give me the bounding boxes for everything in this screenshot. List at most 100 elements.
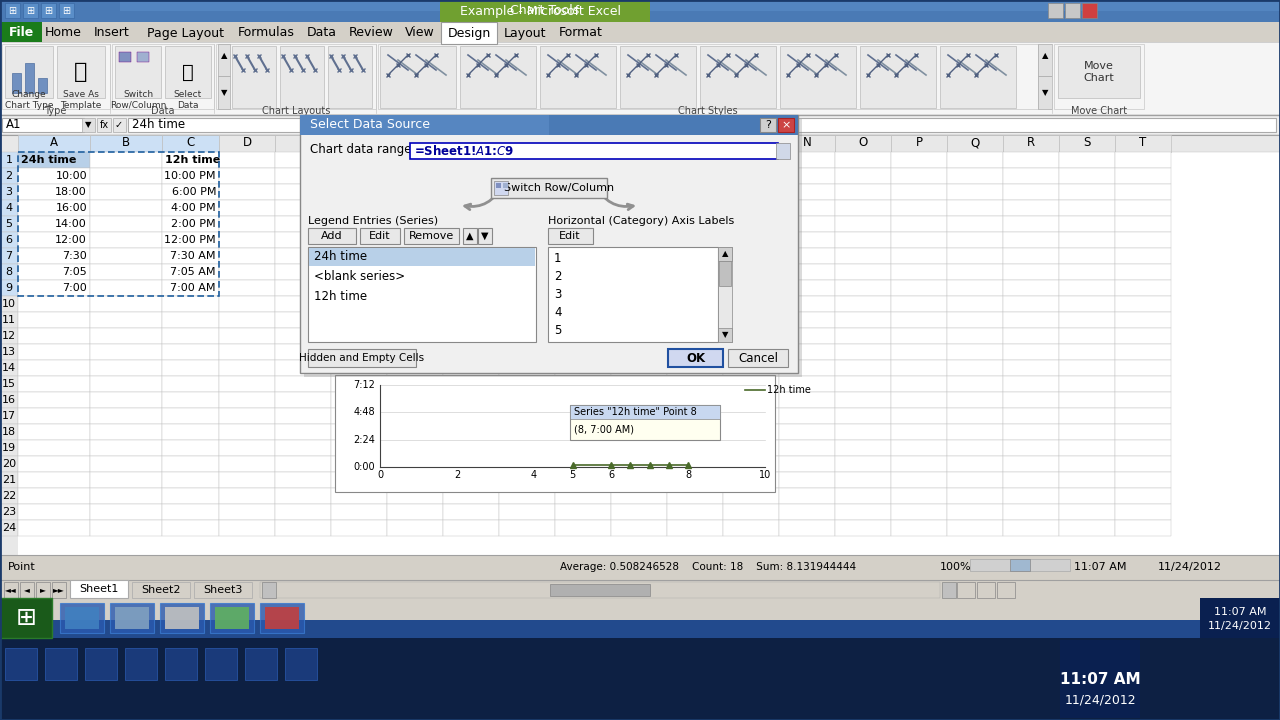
Bar <box>891 360 947 376</box>
Bar <box>611 520 667 536</box>
Bar <box>387 312 443 328</box>
Bar <box>404 228 460 244</box>
Bar <box>499 504 556 520</box>
Bar <box>443 520 499 536</box>
Bar <box>1004 344 1059 360</box>
Text: ►►: ►► <box>54 585 65 595</box>
Text: Move
Chart: Move Chart <box>1084 61 1115 83</box>
Text: Layout: Layout <box>504 27 547 40</box>
Bar <box>275 456 332 472</box>
Bar <box>1059 152 1115 168</box>
Bar <box>332 200 387 216</box>
Bar <box>947 312 1004 328</box>
Bar <box>723 200 780 216</box>
Bar <box>499 520 556 536</box>
Text: 9: 9 <box>5 283 13 293</box>
Bar <box>387 424 443 440</box>
Text: 11:07 AM: 11:07 AM <box>1060 672 1140 688</box>
Bar <box>387 152 443 168</box>
Text: =Sheet1!$A$1:$C$9: =Sheet1!$A$1:$C$9 <box>413 144 515 158</box>
Bar <box>499 280 556 296</box>
Text: ⊞: ⊞ <box>44 6 52 16</box>
Bar <box>556 376 611 392</box>
Bar <box>90 168 163 184</box>
Bar <box>1115 232 1171 248</box>
Text: ▲: ▲ <box>466 231 474 241</box>
Bar <box>723 248 780 264</box>
Bar <box>947 280 1004 296</box>
Bar <box>113 118 125 132</box>
Text: H: H <box>467 137 475 150</box>
Text: (8, 7:00 AM): (8, 7:00 AM) <box>573 424 634 434</box>
Bar <box>275 280 332 296</box>
Bar <box>332 440 387 456</box>
Bar <box>1004 504 1059 520</box>
Bar <box>332 232 387 248</box>
Bar <box>1115 216 1171 232</box>
Bar <box>0 408 18 424</box>
Bar <box>667 376 723 392</box>
Bar <box>611 488 667 504</box>
Text: 5: 5 <box>5 219 13 229</box>
Bar <box>1060 640 1140 718</box>
Bar <box>1201 598 1280 638</box>
Bar <box>556 312 611 328</box>
Bar <box>219 280 275 296</box>
Bar <box>835 376 891 392</box>
Bar <box>443 360 499 376</box>
Bar <box>891 296 947 312</box>
Bar <box>360 228 399 244</box>
Bar <box>0 152 18 168</box>
Bar <box>18 312 90 328</box>
Bar <box>723 520 780 536</box>
Bar <box>1048 3 1062 18</box>
Bar <box>275 135 332 152</box>
Text: 12h time: 12h time <box>314 290 367 304</box>
Bar <box>0 424 18 440</box>
Bar <box>163 488 219 504</box>
Bar <box>494 181 508 195</box>
Bar <box>443 472 499 488</box>
Bar <box>891 200 947 216</box>
Bar <box>611 328 667 344</box>
Bar <box>443 424 499 440</box>
Text: ◄◄: ◄◄ <box>5 585 17 595</box>
Bar <box>0 184 18 200</box>
Bar <box>113 44 214 109</box>
Text: 7:05 AM: 7:05 AM <box>170 267 216 277</box>
Bar <box>18 184 90 200</box>
Bar <box>835 168 891 184</box>
Bar <box>275 344 332 360</box>
Bar <box>0 376 18 392</box>
Bar <box>780 296 835 312</box>
Text: Add: Add <box>321 231 343 241</box>
Text: ▼: ▼ <box>1042 89 1048 97</box>
Bar <box>332 408 387 424</box>
Bar <box>163 248 219 264</box>
Text: Chart Styles: Chart Styles <box>678 106 737 116</box>
Bar <box>1059 424 1115 440</box>
Bar <box>132 582 189 598</box>
Bar <box>1115 184 1171 200</box>
Bar <box>1115 328 1171 344</box>
Text: 18: 18 <box>3 427 17 437</box>
Bar <box>219 360 275 376</box>
Bar <box>443 328 499 344</box>
Bar <box>97 118 111 132</box>
Text: fx: fx <box>100 120 109 130</box>
Bar <box>219 200 275 216</box>
Bar <box>41 3 56 18</box>
Bar <box>499 296 556 312</box>
Bar <box>1115 440 1171 456</box>
Bar <box>780 520 835 536</box>
Bar <box>163 440 219 456</box>
Text: ?: ? <box>765 120 771 130</box>
Bar <box>18 344 90 360</box>
Bar <box>275 392 332 408</box>
Bar <box>891 328 947 344</box>
Bar <box>0 22 1280 42</box>
Text: 14: 14 <box>3 363 17 373</box>
Bar <box>90 280 163 296</box>
Text: Select
Data: Select Data <box>174 90 202 109</box>
Bar <box>0 0 1280 11</box>
